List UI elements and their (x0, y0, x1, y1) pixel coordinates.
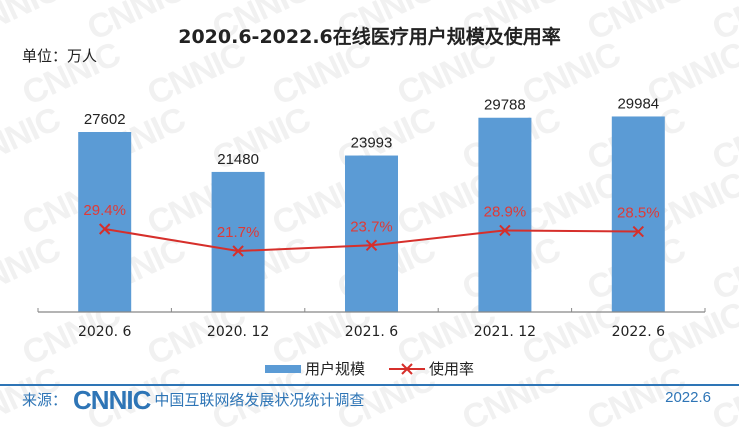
rate-value-label: 23.7% (350, 218, 393, 235)
rate-value-label: 28.5% (617, 205, 660, 222)
legend: 用户规模 使用率 (0, 358, 739, 379)
x-axis-tick-label: 2020. 12 (207, 324, 269, 340)
bar-value-label: 29788 (484, 97, 526, 114)
x-axis-tick-label: 2021. 6 (345, 324, 399, 340)
cnnic-logo: CNNIC (73, 384, 151, 415)
bar-users (345, 155, 398, 312)
unit-label: 单位：万人 (22, 47, 98, 65)
x-marker-icon (632, 225, 645, 238)
x-axis-tick-label: 2022. 6 (612, 324, 666, 340)
footer-date: 2022.6 (665, 389, 711, 406)
bar-users (78, 132, 132, 312)
x-axis-tick-label: 2021. 12 (474, 324, 536, 340)
x-marker-icon (232, 245, 244, 257)
line-x-marker-icon (389, 362, 425, 375)
source-label: 来源： (22, 391, 68, 409)
rate-value-label: 21.7% (217, 224, 260, 241)
bar-value-label: 27602 (84, 111, 126, 128)
bar-users (611, 116, 665, 313)
footer-source: 来源： CNNIC 中国互联网络发展状况统计调查 (22, 384, 365, 415)
legend-item-rate: 使用率 (389, 358, 474, 379)
footer-divider (0, 384, 739, 386)
bar-value-label: 29984 (617, 95, 659, 112)
rate-value-label: 28.9% (484, 203, 527, 220)
x-marker-icon (365, 239, 378, 251)
x-marker-icon (499, 224, 511, 237)
legend-label-rate: 使用率 (429, 360, 475, 378)
rate-value-label: 29.4% (83, 202, 126, 219)
bar-swatch-icon (264, 364, 301, 373)
legend-item-users: 用户规模 (264, 358, 365, 379)
legend-label-users: 用户规模 (304, 360, 365, 378)
x-axis-tick-label: 2020. 6 (78, 324, 132, 340)
bar-users (478, 117, 532, 313)
bar-users (211, 171, 265, 312)
chart-title: 2020.6-2022.6在线医疗用户规模及使用率 (178, 26, 561, 48)
survey-name: 中国互联网络发展状况统计调查 (154, 391, 365, 409)
bar-value-label: 23993 (351, 135, 393, 152)
bar-value-label: 21480 (217, 151, 259, 168)
x-marker-icon (98, 223, 111, 235)
